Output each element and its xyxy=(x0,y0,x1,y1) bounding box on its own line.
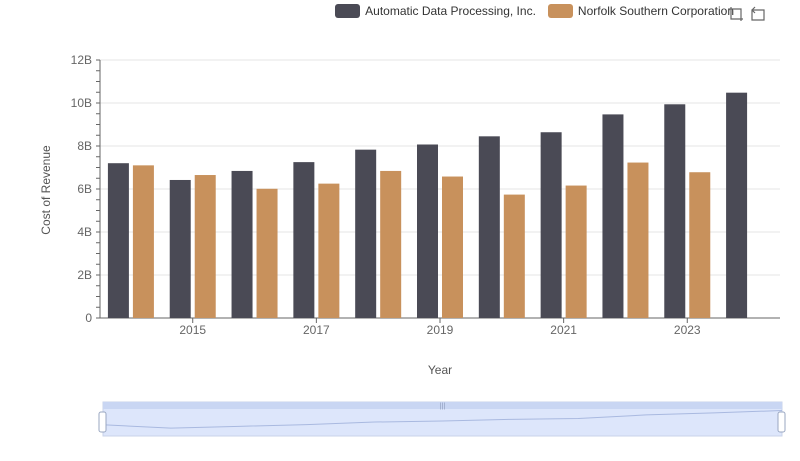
y-axis: 0 2B 4B 6B 8B 10B 12B xyxy=(71,53,101,325)
x-tick-label: 2017 xyxy=(303,323,330,337)
bar-nsc-2017 xyxy=(318,183,340,318)
legend-item-adp[interactable]: Automatic Data Processing, Inc. xyxy=(335,4,536,18)
legend-label-adp: Automatic Data Processing, Inc. xyxy=(365,4,536,18)
bar-nsc-2015 xyxy=(194,175,216,318)
bar-adp-2019 xyxy=(417,144,438,318)
bars xyxy=(107,92,748,319)
y-tick-label: 12B xyxy=(71,53,92,67)
bar-adp-2020 xyxy=(478,136,500,318)
bar-adp-2023 xyxy=(664,104,686,318)
bar-adp-2017 xyxy=(293,162,315,318)
x-tick-label: 2019 xyxy=(427,323,454,337)
bar-adp-2024 xyxy=(726,92,748,319)
bar-nsc-2018 xyxy=(380,170,402,318)
slider-preview-line xyxy=(102,410,783,429)
bar-nsc-2014 xyxy=(132,165,154,318)
slider-handle-right xyxy=(777,411,786,433)
slider-handle-left xyxy=(98,411,107,433)
bar-adp-2014 xyxy=(107,163,129,318)
legend-swatch-adp xyxy=(335,4,361,18)
y-tick-label: 6B xyxy=(77,182,92,196)
x-axis: 2015 2017 2019 2021 2023 xyxy=(179,318,701,337)
bar-nsc-2020 xyxy=(503,194,525,318)
data-zoom-slider[interactable]: ||| xyxy=(98,401,786,437)
y-tick-label: 10B xyxy=(71,96,92,110)
zoom-reset-icon[interactable] xyxy=(750,6,766,22)
chart-legend: Automatic Data Processing, Inc. Norfolk … xyxy=(335,4,734,18)
y-tick-label: 8B xyxy=(77,139,92,153)
legend-swatch-nsc xyxy=(547,4,573,18)
bar-nsc-2016 xyxy=(256,188,278,318)
x-tick-label: 2021 xyxy=(550,323,577,337)
slider-grip-icon: ||| xyxy=(440,403,446,410)
chart-toolbox xyxy=(728,6,766,22)
x-tick-label: 2015 xyxy=(179,323,206,337)
bar-nsc-2019 xyxy=(442,176,463,318)
legend-item-nsc[interactable]: Norfolk Southern Corporation xyxy=(547,4,734,18)
x-axis-label: Year xyxy=(428,363,452,377)
slider-top-bar xyxy=(103,402,782,409)
y-tick-label: 0 xyxy=(85,311,92,325)
y-tick-label: 2B xyxy=(77,268,92,282)
x-tick-label: 2023 xyxy=(674,323,701,337)
bar-nsc-2021 xyxy=(565,185,587,318)
bar-adp-2021 xyxy=(540,132,562,318)
bar-nsc-2023 xyxy=(689,172,711,318)
zoom-select-icon[interactable] xyxy=(728,6,744,22)
bar-adp-2016 xyxy=(231,170,253,318)
y-axis-label: Cost of Revenue xyxy=(39,145,53,235)
bar-adp-2022 xyxy=(602,114,624,319)
bar-nsc-2022 xyxy=(627,162,649,318)
bar-adp-2015 xyxy=(169,179,191,318)
bar-adp-2018 xyxy=(355,149,377,318)
legend-label-nsc: Norfolk Southern Corporation xyxy=(577,4,734,18)
y-tick-label: 4B xyxy=(77,225,92,239)
